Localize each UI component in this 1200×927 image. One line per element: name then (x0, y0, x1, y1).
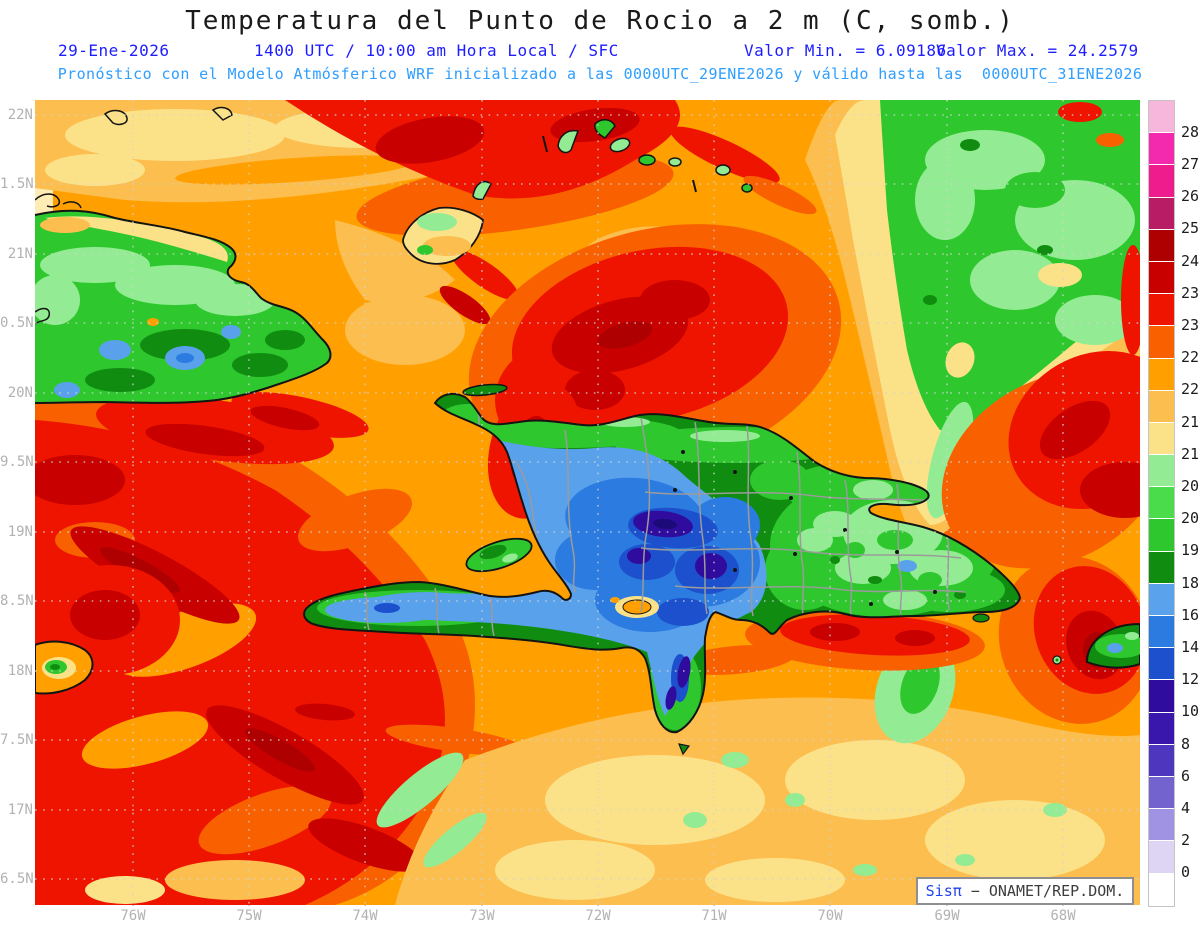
scale-band (1149, 455, 1174, 488)
scale-band (1149, 422, 1174, 456)
scale-boundary-label: 21 (1181, 444, 1200, 463)
beata-island (678, 743, 691, 756)
lon-tick-label: 73W (469, 908, 495, 924)
scale-band (1149, 648, 1174, 681)
scale-boundary-label: 23.5 (1181, 283, 1200, 302)
lon-tick-label: 69W (934, 908, 960, 924)
scale-boundary-label: 22.5 (1181, 348, 1200, 367)
scale-boundary-label: 26 (1181, 187, 1200, 206)
lon-tick-label: 70W (817, 908, 843, 924)
scale-band (1149, 809, 1174, 842)
lat-tick-label: 19N (7, 524, 33, 540)
scale-boundary-label: 18 (1181, 573, 1200, 592)
scale-boundary-label: 20 (1181, 509, 1200, 528)
scale-boundary-label: 22 (1181, 380, 1200, 399)
scale-boundary-label: 10 (1181, 702, 1200, 721)
sea-shading (35, 100, 1140, 905)
model-info-line: Pronóstico con el Modelo Atmósferico WRF… (57, 65, 1143, 83)
scale-boundary-label: 20.5 (1181, 476, 1200, 495)
scale-band (1149, 261, 1174, 295)
color-scale-bar (1148, 100, 1175, 907)
scale-band (1149, 583, 1174, 616)
scale-boundary-label: 23 (1181, 315, 1200, 334)
lat-tick-label: 8.5N (0, 593, 34, 609)
saona-island (972, 613, 990, 623)
lon-tick-label: 72W (585, 908, 611, 924)
watermark-org: − ONAMET/REP.DOM. (961, 882, 1125, 900)
lon-tick-label: 76W (120, 908, 146, 924)
bahamas-cays (103, 106, 753, 201)
gonave-island (465, 537, 533, 573)
lat-tick-label: 1.5N (0, 176, 34, 192)
scale-boundary-label: 0 (1181, 863, 1191, 882)
valid-time-label: 1400 UTC / 10:00 am Hora Local / SFC (254, 41, 619, 60)
scale-boundary-label: 21.5 (1181, 412, 1200, 431)
map-canvas (35, 100, 1140, 905)
lon-tick-label: 75W (236, 908, 262, 924)
scale-band (1149, 873, 1174, 906)
lat-tick-label: 7.5N (0, 732, 34, 748)
scale-band (1149, 680, 1174, 713)
scale-band (1149, 744, 1174, 777)
map-layers (35, 100, 1140, 905)
jamaica-east-tip (35, 640, 94, 695)
valid-date-label: 29-Ene-2026 (58, 41, 170, 60)
lat-tick-label: 6.5N (0, 871, 34, 887)
watermark-brand: Sisπ (925, 882, 962, 900)
scale-band (1149, 390, 1174, 423)
scale-band (1149, 487, 1174, 520)
station-dots (673, 450, 937, 606)
scale-band (1149, 616, 1174, 649)
scale-band (1149, 519, 1174, 552)
scale-boundary-label: 8 (1181, 734, 1191, 753)
scale-boundary-label: 24.5 (1181, 251, 1200, 270)
lat-tick-label: 20N (7, 385, 33, 401)
scale-band (1149, 197, 1174, 230)
scale-band (1149, 712, 1174, 745)
scale-band (1149, 551, 1174, 584)
scale-boundary-label: 28 (1181, 122, 1200, 141)
scale-boundary-label: 4 (1181, 798, 1191, 817)
lon-tick-label: 68W (1050, 908, 1076, 924)
scale-band (1149, 101, 1174, 134)
scale-boundary-label: 16 (1181, 605, 1200, 624)
scale-boundary-label: 19 (1181, 541, 1200, 560)
scale-band (1149, 358, 1174, 391)
scale-boundary-label: 25 (1181, 219, 1200, 238)
lat-tick-label: 21N (7, 246, 33, 262)
mona-island (1052, 655, 1062, 665)
scale-boundary-label: 2 (1181, 831, 1191, 850)
page-title: Temperatura del Punto de Rocio a 2 m (C,… (185, 6, 1015, 36)
lat-tick-label: 9.5N (0, 454, 34, 470)
great-inagua-island (402, 206, 484, 265)
scale-band (1149, 841, 1174, 874)
lat-tick-label: 18N (7, 663, 33, 679)
lat-tick-label: 0.5N (0, 315, 34, 331)
scale-band (1149, 229, 1174, 262)
lon-tick-label: 71W (701, 908, 727, 924)
scale-boundary-label: 27 (1181, 154, 1200, 173)
scale-band (1149, 776, 1174, 810)
scale-band (1149, 326, 1174, 359)
scale-boundary-label: 14 (1181, 637, 1200, 656)
watermark-box: Sisπ − ONAMET/REP.DOM. (916, 877, 1134, 905)
scale-band (1149, 133, 1174, 166)
scale-band (1149, 165, 1174, 198)
scale-boundary-label: 12 (1181, 670, 1200, 689)
lat-tick-label: 22N (7, 107, 33, 123)
value-min-label: Valor Min. = 6.09186 (744, 41, 947, 60)
scale-boundary-label: 6 (1181, 766, 1191, 785)
puerto-rico-island (1085, 622, 1140, 669)
tortue-island (462, 383, 508, 397)
dewpoint-contour-map (35, 100, 1140, 905)
scale-band (1149, 294, 1174, 327)
lat-tick-label: 17N (7, 802, 33, 818)
lon-tick-label: 74W (352, 908, 378, 924)
value-max-label: Valor Max. = 24.2579 (936, 41, 1139, 60)
